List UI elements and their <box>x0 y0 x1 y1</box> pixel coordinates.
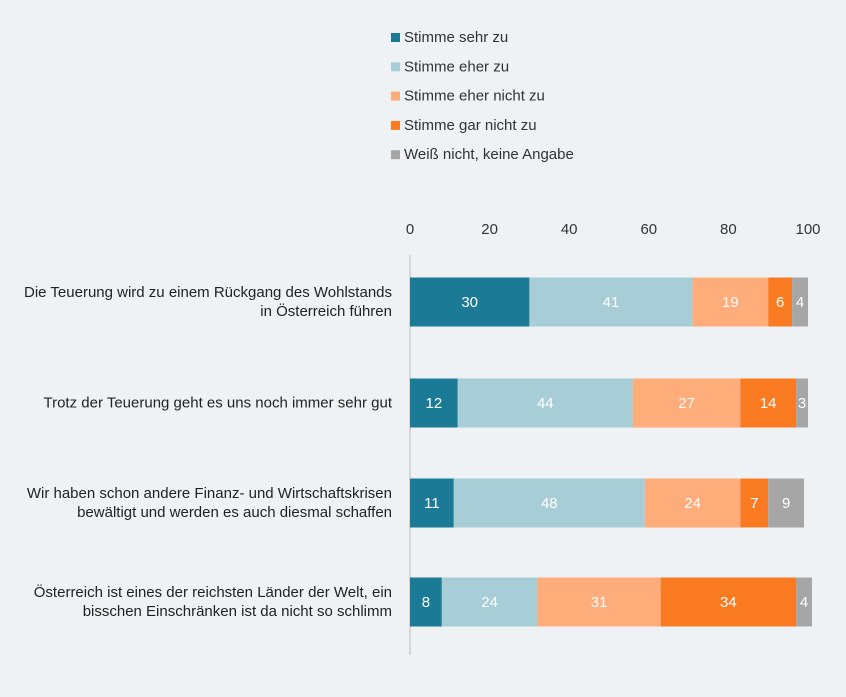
legend-label: Weiß nicht, keine Angabe <box>404 146 574 163</box>
bar-segment <box>740 478 769 528</box>
value-label: 6 <box>776 294 784 311</box>
bar-segment <box>457 378 633 428</box>
x-tick-label: 20 <box>481 221 498 238</box>
value-label: 19 <box>722 294 739 311</box>
x-tick-label: 0 <box>406 221 414 238</box>
bar-segment <box>796 378 808 428</box>
value-label: 30 <box>461 294 478 311</box>
bar-segment <box>660 577 797 627</box>
x-tick-label: 100 <box>795 221 820 238</box>
value-label: 27 <box>678 395 695 412</box>
value-label: 4 <box>796 294 804 311</box>
value-label: 4 <box>800 594 808 611</box>
legend-label: Stimme sehr zu <box>404 29 508 46</box>
legend-swatch <box>391 150 400 160</box>
bar-segment <box>768 277 793 327</box>
bar-segment <box>410 577 442 627</box>
bar-segment <box>441 577 538 627</box>
bar-segment <box>410 277 530 327</box>
legend-swatch <box>391 120 400 130</box>
legend-label: Stimme eher nicht zu <box>404 88 545 105</box>
x-tick-label: 40 <box>561 221 578 238</box>
bar-segment <box>792 277 808 327</box>
legend-swatch <box>391 91 400 101</box>
bar-segment <box>453 478 645 528</box>
value-label: 31 <box>591 594 608 611</box>
x-tick-label: 60 <box>640 221 657 238</box>
legend-label: Stimme gar nicht zu <box>404 117 537 134</box>
legend-swatch <box>391 62 400 72</box>
category-label: Trotz der Teuerung geht es uns noch imme… <box>43 394 392 412</box>
category-label: Wir haben schon andere Finanz- und Wirts… <box>26 485 392 521</box>
value-label: 41 <box>603 294 620 311</box>
value-label: 48 <box>541 495 558 512</box>
bar-segment <box>529 277 693 327</box>
value-label: 34 <box>720 594 737 611</box>
bar-segment <box>796 577 812 627</box>
bar-segment <box>537 577 661 627</box>
value-label: 8 <box>422 594 430 611</box>
value-label: 14 <box>760 395 777 412</box>
category-label: Die Teuerung wird zu einem Rückgang des … <box>24 284 392 320</box>
bar-segment <box>644 478 741 528</box>
bar-segment <box>768 478 805 528</box>
bar-segment <box>410 378 458 428</box>
value-label: 44 <box>537 395 554 412</box>
bar-segment <box>410 478 454 528</box>
bar-segment <box>740 378 797 428</box>
value-label: 7 <box>750 495 758 512</box>
legend-label: Stimme eher zu <box>404 58 509 75</box>
value-label: 11 <box>424 495 440 512</box>
bar-segment <box>632 378 741 428</box>
value-label: 3 <box>798 395 806 412</box>
value-label: 24 <box>684 495 701 512</box>
legend-swatch <box>391 33 400 42</box>
value-label: 12 <box>426 395 443 412</box>
category-label: Österreich ist eines der reichsten Lände… <box>33 584 392 620</box>
x-tick-label: 80 <box>720 221 737 238</box>
value-label: 24 <box>481 594 498 611</box>
value-label: 9 <box>782 495 790 512</box>
bar-segment <box>692 277 769 327</box>
